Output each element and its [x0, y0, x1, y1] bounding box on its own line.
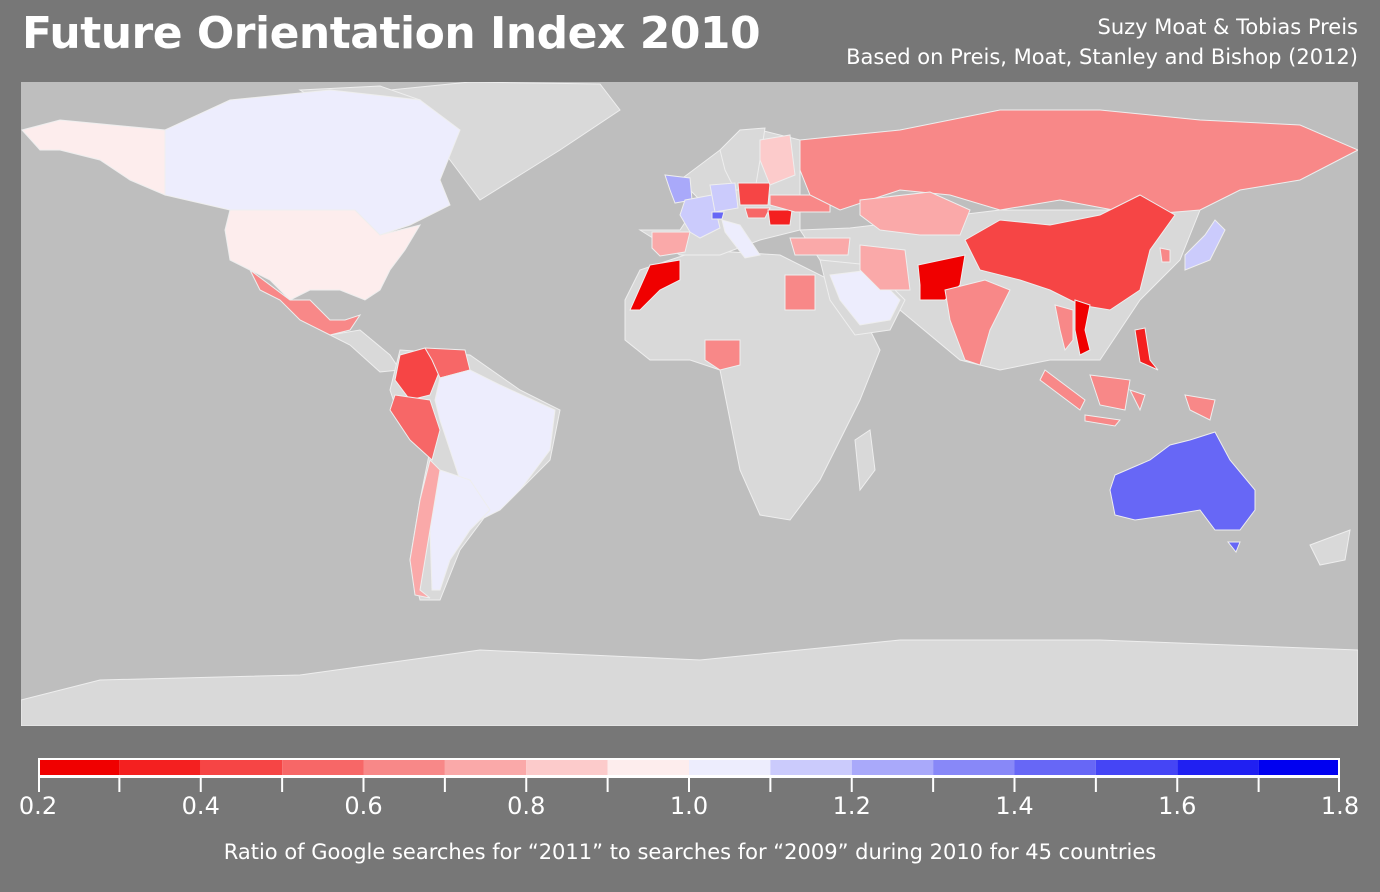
- legend-tick-label: 0.6: [344, 792, 383, 820]
- country-egypt: [784, 274, 816, 311]
- country-united-kingdom: [664, 174, 693, 204]
- country-indonesia: [1039, 369, 1086, 411]
- legend-bin: [607, 760, 689, 775]
- legend-tick-label: 0.8: [507, 792, 546, 820]
- country-finland: [759, 134, 796, 186]
- legend-bin: [1014, 760, 1096, 775]
- country-chile: [409, 459, 441, 599]
- legend-bin: [1095, 760, 1178, 775]
- country-united-states: [224, 209, 422, 301]
- country-russia: [799, 109, 1358, 216]
- legend-tick-label: 0.4: [181, 792, 220, 820]
- country-switzerland: [711, 211, 725, 220]
- country-romania: [767, 209, 793, 226]
- country-thailand: [1054, 304, 1074, 352]
- color-legend: [38, 758, 1340, 778]
- country-philippines: [1134, 327, 1159, 371]
- landmass-antarctica: [21, 639, 1358, 726]
- legend-bin: [851, 760, 934, 775]
- country-indonesia: [1129, 389, 1146, 412]
- landmass-scandinavia: [719, 127, 766, 191]
- map-title: Future Orientation Index 2010: [22, 8, 761, 59]
- legend-tick-label: 1.2: [832, 792, 871, 820]
- legend-bin: [119, 760, 201, 775]
- country-turkey: [789, 237, 851, 256]
- legend-tick-label: 1.8: [1320, 792, 1360, 820]
- country-spain: [651, 231, 691, 257]
- credit-source: Based on Preis, Moat, Stanley and Bishop…: [846, 45, 1358, 69]
- legend-ticks: [38, 778, 1340, 792]
- legend-bin: [444, 760, 527, 775]
- country-canada: [164, 89, 461, 236]
- country-poland: [737, 182, 771, 206]
- country-nigeria: [704, 339, 741, 371]
- country-vietnam: [1074, 299, 1091, 356]
- country-papua-new-guinea: [1184, 394, 1216, 421]
- country-iran: [859, 244, 911, 291]
- world-map: [21, 82, 1358, 726]
- country-italy: [721, 219, 761, 259]
- country-hungary: [744, 207, 771, 219]
- legend-bin: [1258, 760, 1338, 775]
- country-india: [944, 279, 1011, 366]
- legend-tick-label: 0.2: [18, 792, 58, 820]
- legend-bin: [282, 760, 364, 775]
- legend-bin: [1177, 760, 1259, 775]
- country-indonesia: [1084, 414, 1121, 427]
- country-morocco: [629, 259, 681, 311]
- legend-tick-label: 1.4: [995, 792, 1034, 820]
- country-germany: [709, 182, 739, 213]
- country-south-korea: [1159, 247, 1171, 263]
- landmass-new-zealand: [1309, 529, 1351, 566]
- country-united-states: [21, 119, 166, 196]
- country-mexico: [249, 269, 362, 336]
- legend-caption: Ratio of Google searches for “2011” to s…: [223, 840, 1157, 864]
- landmass-madagascar: [854, 429, 876, 492]
- legend-bin: [40, 760, 120, 775]
- legend-bin: [200, 760, 283, 775]
- legend-bin: [689, 760, 771, 775]
- country-kazakhstan: [859, 191, 971, 236]
- credit-authors: Suzy Moat & Tobias Preis: [1097, 15, 1358, 39]
- country-australia: [1226, 541, 1241, 553]
- country-japan: [1184, 219, 1226, 271]
- country-peru: [389, 394, 441, 461]
- country-australia: [1109, 431, 1256, 531]
- legend-tick-label: 1.0: [669, 792, 709, 820]
- legend-tick-label: 1.6: [1158, 792, 1197, 820]
- legend-bin: [933, 760, 1015, 775]
- credits: Suzy Moat & Tobias Preis Based on Preis,…: [846, 12, 1358, 72]
- legend-bin: [363, 760, 445, 775]
- country-china: [964, 194, 1176, 311]
- legend-bin: [770, 760, 852, 775]
- country-argentina: [429, 469, 491, 591]
- legend-bin: [526, 760, 608, 775]
- country-malaysia: [1089, 374, 1131, 411]
